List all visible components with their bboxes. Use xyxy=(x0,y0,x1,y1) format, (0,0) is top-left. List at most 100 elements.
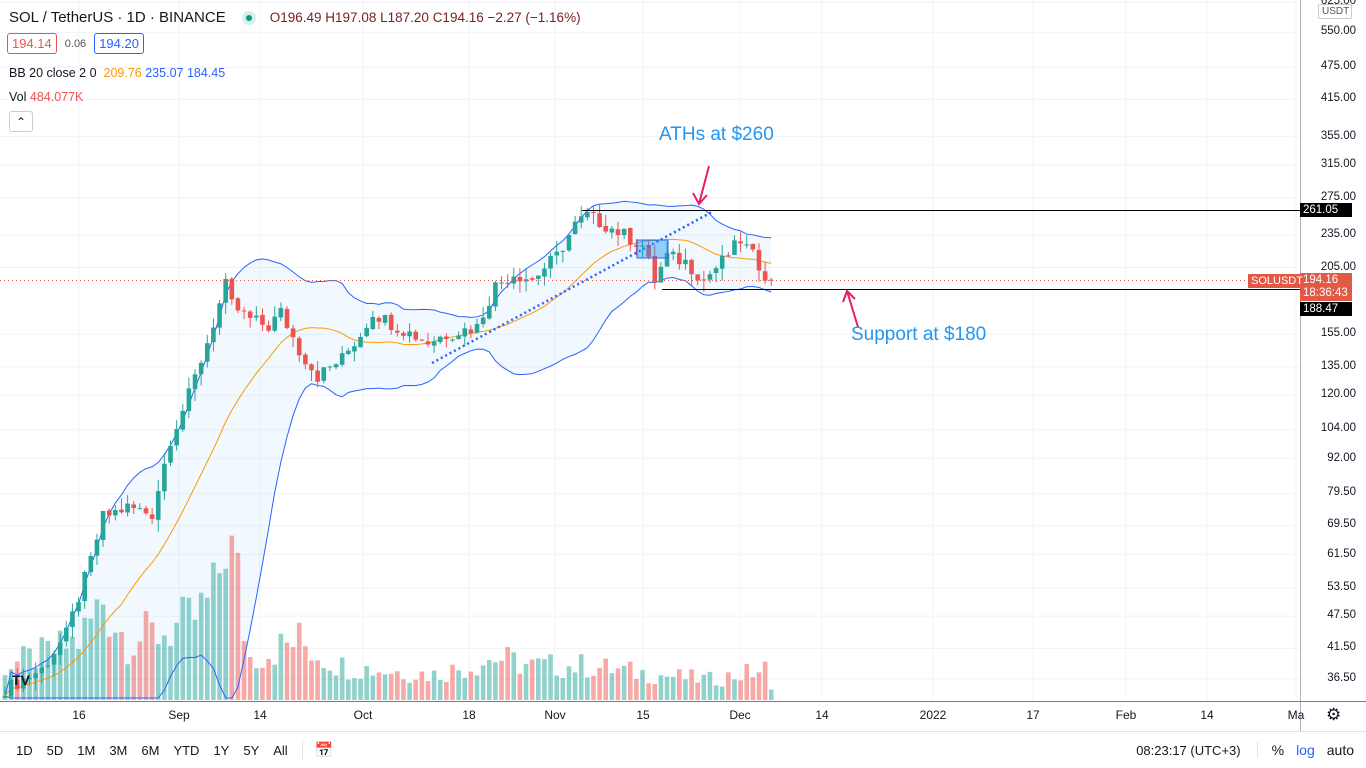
collapse-legend-button[interactable]: ⌃ xyxy=(9,111,33,132)
price-axis-label: 355.00 xyxy=(1320,129,1356,142)
candle xyxy=(180,403,186,433)
candle xyxy=(707,270,713,283)
log-toggle[interactable]: log xyxy=(1296,742,1315,758)
bb-legend[interactable]: BB 20 close 2 0 209.76 235.07 184.45 xyxy=(9,66,225,80)
price-axis-label: 475.00 xyxy=(1320,60,1356,73)
currency-label[interactable]: USDT xyxy=(1318,4,1352,19)
time-axis-label: 18 xyxy=(462,708,476,722)
volume-bar xyxy=(100,604,106,700)
volume-legend[interactable]: Vol 484.077K xyxy=(9,90,83,104)
open-value: O196.49 xyxy=(269,10,322,25)
volume-bar xyxy=(94,599,100,700)
volume-bar xyxy=(701,674,707,700)
volume-bar xyxy=(425,681,431,700)
volume-bar xyxy=(493,662,498,700)
candle xyxy=(677,243,682,270)
percent-toggle[interactable]: % xyxy=(1256,742,1284,758)
candle xyxy=(45,657,51,669)
candle xyxy=(646,239,651,260)
high-value: H197.08 xyxy=(325,10,377,25)
time-axis-label: 16 xyxy=(72,708,86,722)
range-1m[interactable]: 1M xyxy=(77,742,96,758)
support-arrow-icon xyxy=(842,289,859,328)
candle xyxy=(615,221,621,246)
candle xyxy=(664,241,670,267)
candle xyxy=(358,333,363,348)
candle xyxy=(726,252,731,258)
goto-date-icon[interactable]: 📅 xyxy=(301,741,333,759)
candle xyxy=(162,453,167,501)
range-3m[interactable]: 3M xyxy=(109,742,128,758)
volume-bar xyxy=(499,660,504,700)
range-1y[interactable]: 1Y xyxy=(213,742,230,758)
candle xyxy=(493,280,498,312)
clock[interactable]: 08:23:17 (UTC+3) xyxy=(1136,742,1241,758)
price-axis-label: 36.50 xyxy=(1327,671,1356,684)
candle xyxy=(82,570,87,609)
range-6m[interactable]: 6M xyxy=(141,742,160,758)
candle xyxy=(572,215,578,235)
settings-gear-icon[interactable]: ⚙ xyxy=(1326,705,1342,724)
candle xyxy=(223,272,228,315)
candle xyxy=(474,318,480,334)
candle xyxy=(468,325,474,339)
bb-label: BB 20 close 2 0 xyxy=(9,66,97,80)
volume-bar xyxy=(603,658,609,700)
range-5d[interactable]: 5D xyxy=(46,742,64,758)
time-axis-label: Feb xyxy=(1115,708,1137,722)
volume-bar xyxy=(511,652,517,700)
range-5y[interactable]: 5Y xyxy=(243,742,260,758)
ath-annotation[interactable]: ATHs at $260 xyxy=(659,124,774,145)
volume-bar xyxy=(572,672,578,700)
candle xyxy=(388,312,394,335)
support-annotation[interactable]: Support at $180 xyxy=(851,324,987,345)
candle xyxy=(456,331,461,340)
ath-arrow-icon xyxy=(692,165,710,206)
range-1d[interactable]: 1D xyxy=(16,742,33,758)
volume-bar xyxy=(321,668,327,700)
buy-button[interactable]: 194.20 xyxy=(94,33,144,54)
auto-toggle[interactable]: auto xyxy=(1326,742,1354,758)
candle xyxy=(738,231,743,253)
volume-bar xyxy=(174,622,179,700)
bb-upper: 235.07 xyxy=(145,66,184,80)
volume-bar xyxy=(217,573,222,700)
candle xyxy=(198,360,204,386)
candle xyxy=(57,633,63,666)
candle xyxy=(732,235,737,255)
candle xyxy=(327,365,333,372)
candle xyxy=(640,240,645,259)
volume-bar xyxy=(707,671,713,700)
volume-bar xyxy=(627,661,633,700)
volume-bar xyxy=(523,663,529,700)
symbol-tag: SOLUSDT xyxy=(1248,274,1303,288)
range-all[interactable]: All xyxy=(273,742,288,758)
candle xyxy=(211,318,216,352)
candle xyxy=(719,245,725,281)
candle xyxy=(431,336,437,353)
candle xyxy=(407,323,412,343)
bottom-toolbar: 1D 5D 1M 3M 6M YTD 1Y 5Y All 📅 08:23:17 (UTC+3) … xyxy=(0,731,1366,768)
volume-bar xyxy=(450,664,455,700)
candle xyxy=(756,243,762,282)
candle xyxy=(168,440,173,467)
candle xyxy=(27,672,32,686)
change-value: −2.27 (−1.16%) xyxy=(487,10,581,25)
symbol-title[interactable]: SOL / TetherUS · 1D · BINANCE xyxy=(9,9,226,26)
price-chart[interactable] xyxy=(0,0,1366,731)
candle xyxy=(303,352,308,370)
sell-button[interactable]: 194.14 xyxy=(7,33,57,54)
volume-bar xyxy=(241,641,247,700)
range-ytd[interactable]: YTD xyxy=(173,742,200,758)
candle xyxy=(64,621,69,647)
volume-bar xyxy=(352,678,357,700)
candle xyxy=(511,267,517,289)
candle xyxy=(634,239,639,256)
volume-bar xyxy=(278,633,284,700)
volume-bar xyxy=(192,619,198,700)
volume-bar xyxy=(732,679,737,700)
time-axis-label: Ma xyxy=(1287,708,1305,722)
price-axis-label: 155.00 xyxy=(1320,327,1356,340)
candle xyxy=(701,270,707,292)
volume-bar xyxy=(670,676,676,700)
